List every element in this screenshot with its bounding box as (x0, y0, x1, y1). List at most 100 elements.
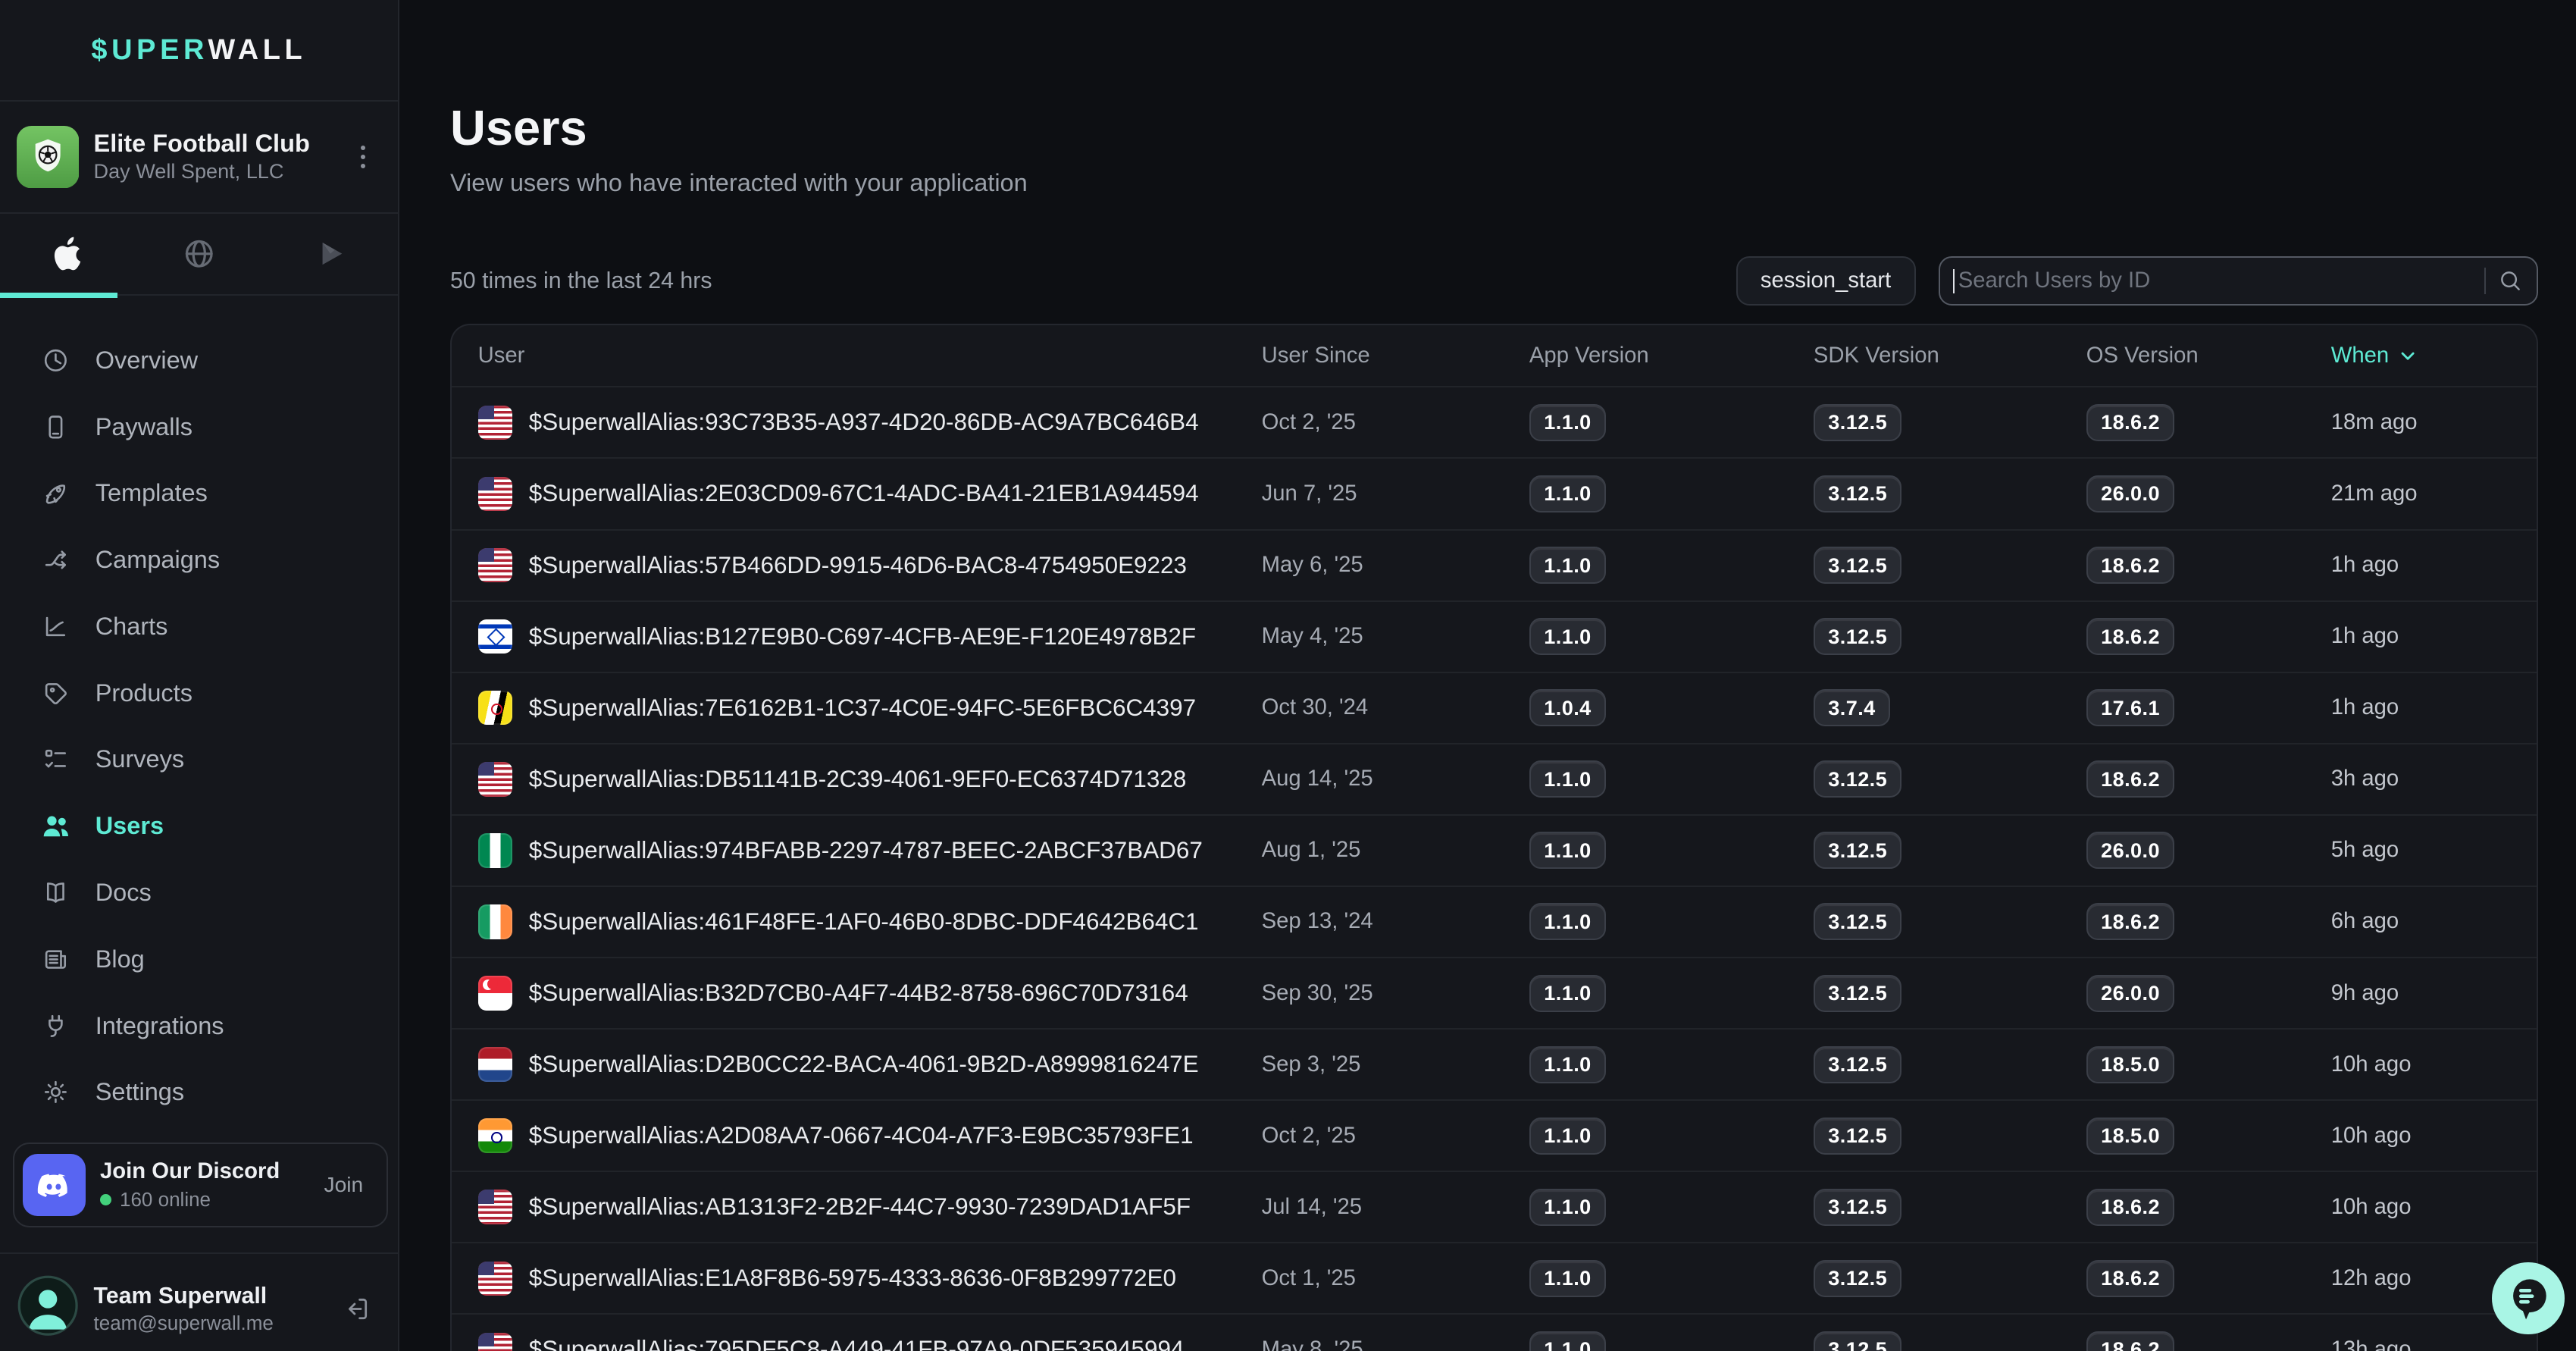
when-text: 18m ago (2330, 409, 2418, 434)
user-id: $SuperwallAlias:B32D7CB0-A4F7-44B2-8758-… (528, 980, 1188, 1006)
campaigns-icon (39, 546, 72, 574)
workspace-company: Day Well Spent, LLC (93, 159, 284, 183)
brand-logo: $UPERWALL (0, 0, 398, 102)
tab-globe[interactable] (133, 214, 265, 294)
table-row[interactable]: $SuperwallAlias:DB51141B-2C39-4061-9EF0-… (451, 742, 2537, 814)
table-row[interactable]: $SuperwallAlias:7E6162B1-1C37-4C0E-94FC-… (451, 671, 2537, 743)
logout-icon[interactable] (342, 1294, 371, 1324)
country-flag-icon (477, 1190, 513, 1224)
account-info: Team Superwall team@superwall.me (94, 1283, 343, 1335)
user-id: $SuperwallAlias:461F48FE-1AF0-46B0-8DBC-… (528, 907, 1199, 935)
os-version-badge: 18.6.2 (2086, 403, 2175, 441)
sidebar-item-settings[interactable]: Settings (0, 1059, 398, 1126)
column-header-user-since: User Since (1261, 343, 1370, 368)
workspace-app-icon (16, 125, 80, 189)
discord-card[interactable]: Join Our Discord 160 online Join (13, 1142, 388, 1228)
discord-join-button[interactable]: Join (324, 1172, 364, 1197)
sdk-version-badge: 3.12.5 (1813, 832, 1902, 870)
os-version-badge: 18.5.0 (2086, 1045, 2175, 1083)
user-since: Sep 13, '24 (1261, 909, 1373, 934)
user-cell: $SuperwallAlias:D2B0CC22-BACA-4061-9B2D-… (477, 1047, 1262, 1082)
workspace-name: Elite Football Club (93, 130, 310, 158)
apple-icon (51, 236, 82, 272)
when-text: 21m ago (2330, 481, 2418, 506)
table-row[interactable]: $SuperwallAlias:B32D7CB0-A4F7-44B2-8758-… (451, 956, 2537, 1028)
sidebar-item-campaigns[interactable]: Campaigns (0, 527, 398, 594)
sidebar-item-label: Blog (95, 945, 145, 973)
users-icon (39, 810, 72, 842)
sdk-version-badge: 3.12.5 (1813, 547, 1902, 585)
docs-icon (39, 879, 72, 907)
app-version-badge: 1.1.0 (1529, 760, 1606, 798)
os-version-badge: 18.6.2 (2086, 1259, 2175, 1297)
table-row[interactable]: $SuperwallAlias:B127E9B0-C697-4CFB-AE9E-… (451, 600, 2537, 672)
table-row[interactable]: $SuperwallAlias:D2B0CC22-BACA-4061-9B2D-… (451, 1028, 2537, 1099)
country-flag-icon (477, 976, 513, 1011)
tab-google-play[interactable] (265, 214, 398, 294)
user-cell: $SuperwallAlias:7E6162B1-1C37-4C0E-94FC-… (477, 690, 1262, 726)
users-table: User User Since App Version SDK Version OS V… (449, 324, 2539, 1351)
sidebar-item-label: Overview (95, 346, 199, 374)
table-row[interactable]: $SuperwallAlias:AB1313F2-2B2F-44C7-9930-… (451, 1171, 2537, 1242)
user-id: $SuperwallAlias:D2B0CC22-BACA-4061-9B2D-… (528, 1051, 1199, 1078)
sidebar-item-surveys[interactable]: Surveys (0, 726, 398, 793)
account-footer[interactable]: Team Superwall team@superwall.me (0, 1267, 398, 1351)
sidebar-item-paywalls[interactable]: Paywalls (0, 393, 398, 460)
table-row[interactable]: $SuperwallAlias:93C73B35-A937-4D20-86DB-… (451, 386, 2537, 457)
table-row[interactable]: $SuperwallAlias:A2D08AA7-0667-4C04-A7F3-… (451, 1099, 2537, 1171)
table-row[interactable]: $SuperwallAlias:2E03CD09-67C1-4ADC-BA41-… (451, 457, 2537, 528)
search-box[interactable] (1938, 256, 2539, 306)
user-id: $SuperwallAlias:2E03CD09-67C1-4ADC-BA41-… (528, 480, 1199, 507)
app-version-badge: 1.1.0 (1529, 832, 1606, 870)
country-flag-icon (477, 405, 513, 440)
table-row[interactable]: $SuperwallAlias:57B466DD-9915-46D6-BAC8-… (451, 528, 2537, 600)
workspace-menu-kebab-icon[interactable] (349, 137, 378, 177)
user-cell: $SuperwallAlias:795DF5C8-A449-41FB-97A9-… (477, 1332, 1262, 1351)
table-row[interactable]: $SuperwallAlias:795DF5C8-A449-41FB-97A9-… (451, 1313, 2537, 1351)
user-id: $SuperwallAlias:57B466DD-9915-46D6-BAC8-… (528, 551, 1187, 578)
when-text: 6h ago (2330, 909, 2399, 934)
sidebar-item-docs[interactable]: Docs (0, 860, 398, 926)
user-cell: $SuperwallAlias:93C73B35-A937-4D20-86DB-… (477, 405, 1262, 440)
country-flag-icon (477, 547, 513, 583)
when-text: 13h ago (2330, 1337, 2412, 1351)
table-row[interactable]: $SuperwallAlias:974BFABB-2297-4787-BEEC-… (451, 813, 2537, 886)
chat-fab-button[interactable] (2492, 1262, 2565, 1335)
online-dot-icon (100, 1193, 112, 1205)
sidebar-item-users[interactable]: Users (0, 793, 398, 860)
when-text: 5h ago (2330, 838, 2399, 863)
integrations-icon (39, 1012, 72, 1040)
workspace-switcher[interactable]: Elite Football Club Day Well Spent, LLC (0, 102, 398, 214)
os-version-badge: 18.6.2 (2086, 903, 2175, 941)
search-input[interactable] (1955, 268, 2484, 294)
table-row[interactable]: $SuperwallAlias:E1A8F8B6-5975-4333-8636-… (451, 1242, 2537, 1313)
platform-tabs (0, 214, 398, 298)
sdk-version-badge: 3.12.5 (1813, 1117, 1902, 1155)
tab-apple[interactable] (0, 214, 133, 298)
sidebar-item-templates[interactable]: Templates (0, 460, 398, 527)
os-version-badge: 18.6.2 (2086, 547, 2175, 585)
user-cell: $SuperwallAlias:B127E9B0-C697-4CFB-AE9E-… (477, 619, 1262, 654)
user-cell: $SuperwallAlias:A2D08AA7-0667-4C04-A7F3-… (477, 1118, 1262, 1153)
search-icon[interactable] (2497, 268, 2524, 294)
user-since: Oct 2, '25 (1261, 409, 1356, 434)
when-text: 1h ago (2330, 553, 2399, 578)
sidebar-item-integrations[interactable]: Integrations (0, 992, 398, 1059)
country-flag-icon (477, 690, 513, 726)
sidebar-item-blog[interactable]: Blog (0, 926, 398, 992)
sidebar-item-charts[interactable]: Charts (0, 593, 398, 660)
sdk-version-badge: 3.12.5 (1813, 1331, 1902, 1351)
sidebar-item-overview[interactable]: Overview (0, 327, 398, 393)
sdk-version-badge: 3.12.5 (1813, 760, 1902, 798)
column-header-app-version: App Version (1529, 343, 1649, 368)
event-filter-button[interactable]: session_start (1736, 256, 1916, 306)
sidebar: $UPERWALL Elite Football Club Day Well S… (0, 0, 399, 1351)
table-row[interactable]: $SuperwallAlias:461F48FE-1AF0-46B0-8DBC-… (451, 885, 2537, 957)
blog-icon (39, 945, 72, 973)
toolbar-controls: session_start (1736, 256, 2539, 306)
sidebar-item-products[interactable]: Products (0, 660, 398, 726)
user-cell: $SuperwallAlias:AB1313F2-2B2F-44C7-9930-… (477, 1190, 1262, 1224)
column-header-when[interactable]: When (2331, 343, 2537, 368)
app-version-badge: 1.1.0 (1529, 903, 1606, 941)
sidebar-item-label: Paywalls (95, 412, 192, 440)
